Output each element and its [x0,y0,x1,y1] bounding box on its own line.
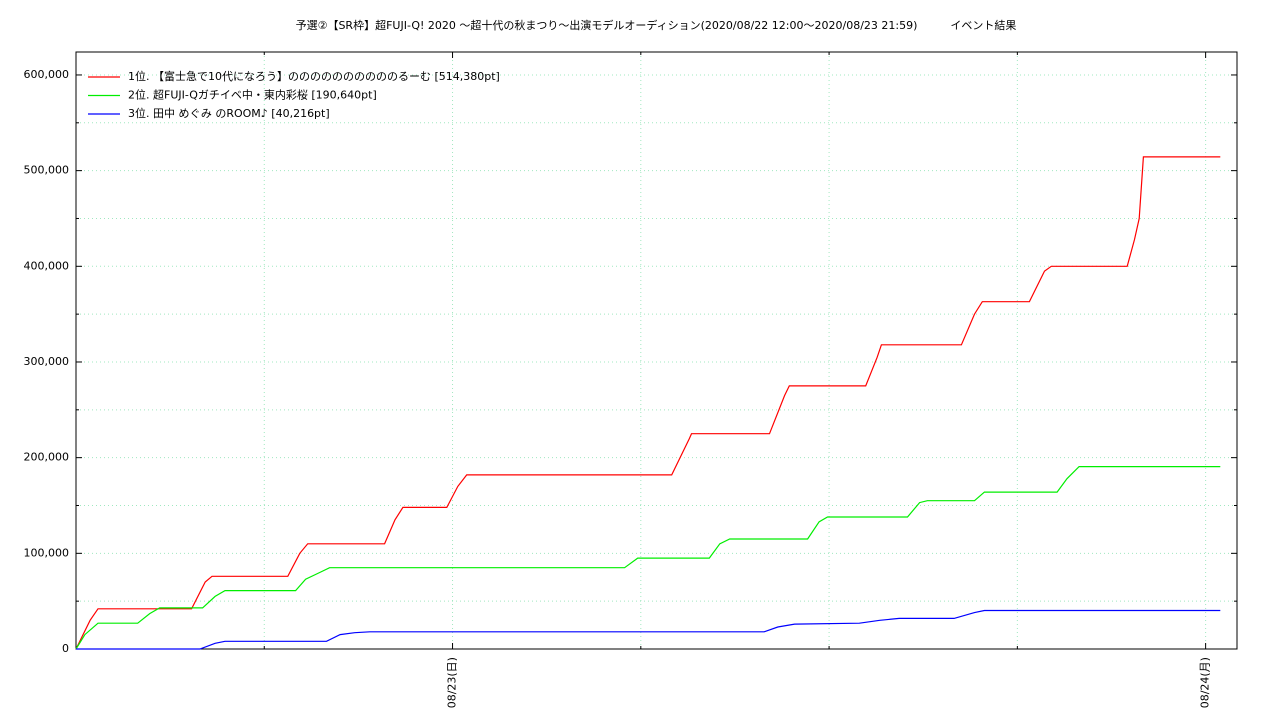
y-tick-label: 0 [62,642,69,655]
legend-label: 3位. 田中 めぐみ のROOM♪ [40,216pt] [128,106,330,120]
series-line [75,466,1221,650]
legend-label: 2位. 超FUJI-Qガチイベ中・東内彩桜 [190,640pt] [128,88,377,102]
y-tick-label: 200,000 [24,451,70,464]
y-tick-label: 600,000 [24,68,70,81]
plot-frame [75,51,1238,650]
legend-label: 1位. 【富士急で10代になろう】ののののののののののるーむ [514,380p… [128,69,500,83]
y-tick-label: 500,000 [24,164,70,177]
series-line [76,609,1221,650]
y-tick-label: 300,000 [24,355,70,368]
x-tick-label: 08/23(日) [446,657,459,708]
x-tick-label: 08/24(月) [1199,657,1212,708]
y-tick-label: 100,000 [24,546,70,559]
chart-title: 予選②【SR枠】超FUJI-Q! 2020 〜超十代の秋まつり〜出演モデルオーデ… [296,18,1017,32]
y-tick-label: 400,000 [24,259,70,272]
series-line [75,156,1221,650]
